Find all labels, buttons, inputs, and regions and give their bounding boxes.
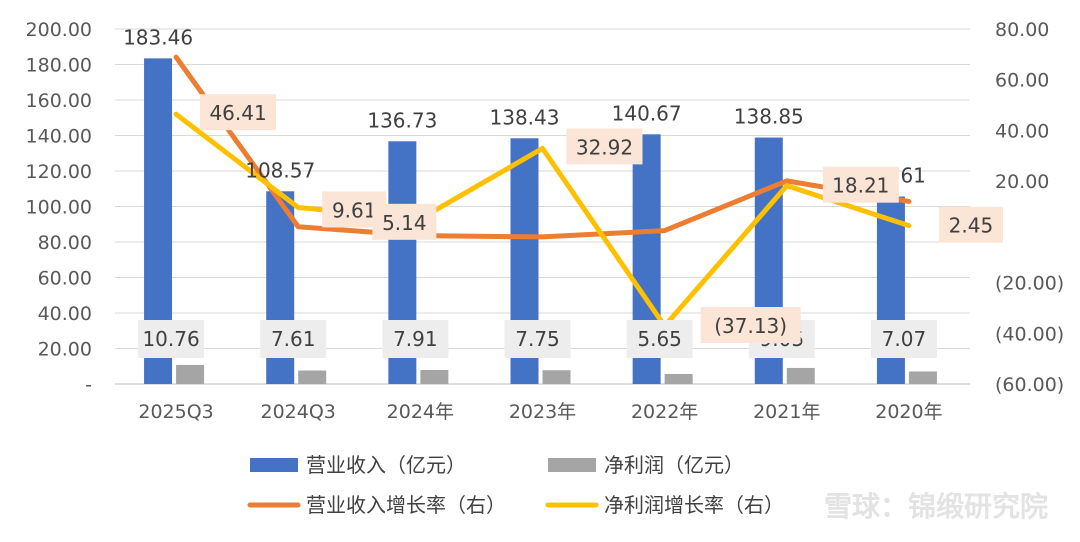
x-axis-category-label: 2023年 [509, 401, 576, 423]
left-y-axis: - 20.00 40.00 60.00 80.00 100.00 120.00 140.00 1… [26, 19, 92, 396]
net-profit-data-label: 7.91 [393, 327, 438, 351]
net-profit-data-label: 7.75 [515, 327, 560, 351]
net-profit-label-box [260, 320, 327, 358]
net-profit-growth-data-label: 46.41 [209, 101, 266, 125]
x-axis-category-label: 2025Q3 [138, 401, 213, 423]
right-axis-tick-label: 20.00 [995, 171, 1049, 193]
left-axis-tick-label: - [85, 374, 92, 396]
x-axis-category-label: 2020年 [875, 401, 942, 423]
line-series [173, 54, 912, 329]
revenue-data-label: 138.85 [734, 105, 804, 129]
left-axis-tick-label: 180.00 [26, 55, 92, 77]
revenue-data-label: 140.67 [612, 101, 682, 125]
net-profit-growth-data-label: 9.61 [332, 198, 377, 222]
revenue-data-label: 108.57 [245, 158, 315, 182]
left-axis-tick-label: 120.00 [26, 161, 92, 183]
net-profit-label-box [504, 320, 571, 358]
legend-label: 净利润（亿元） [604, 453, 744, 477]
net-profit-label-box [138, 320, 205, 358]
left-axis-tick-label: 100.00 [26, 197, 92, 219]
left-axis-tick-label: 20.00 [38, 339, 92, 361]
net-profit-bar [908, 371, 937, 384]
right-axis-tick-label: 40.00 [995, 120, 1049, 142]
net-profit-growth-data-label: 2.45 [949, 214, 994, 238]
legend-label: 营业收入（亿元） [306, 453, 466, 477]
revenue-data-label: 138.43 [490, 105, 560, 129]
revenue-data-label: 183.46 [123, 25, 193, 49]
net-profit-growth-data-label: 18.21 [832, 174, 889, 198]
net-profit-data-label: 5.65 [637, 327, 682, 351]
left-axis-tick-label: 200.00 [26, 19, 92, 41]
left-axis-tick-label: 140.00 [26, 126, 92, 148]
growth-label-box [200, 94, 277, 131]
data-labels: 183.46108.57136.73138.43140.67138.85105.… [123, 25, 1003, 358]
net-profit-bar [542, 370, 571, 384]
right-y-axis: (60.00)(40.00)(20.00)-20.0040.0060.0080.… [995, 19, 1064, 396]
net-profit-growth-data-label: 5.14 [382, 211, 427, 235]
growth-label-box [822, 166, 899, 203]
net-profit-label-box [626, 320, 693, 358]
net-profit-label-box [382, 320, 449, 358]
growth-label-box [566, 128, 643, 165]
growth-label-box [700, 307, 801, 344]
legend-swatch [250, 458, 298, 472]
right-axis-tick-label: (20.00) [995, 273, 1064, 295]
net-profit-bar [664, 373, 693, 384]
revenue-growth-line [173, 54, 912, 240]
left-axis-tick-label: 60.00 [38, 268, 92, 290]
legend-label: 净利润增长率（右） [604, 493, 784, 517]
watermark-text: 雪球：锦缎研究院 [824, 490, 1048, 523]
net-profit-label-box [870, 320, 937, 358]
net-profit-data-label: 10.76 [142, 327, 199, 351]
net-profit-bar [420, 369, 449, 384]
x-axis-category-label: 2024年 [387, 401, 454, 423]
net-profit-data-label: 7.07 [882, 327, 927, 351]
left-axis-tick-label: 40.00 [38, 303, 92, 325]
x-axis: 2025Q3 2024Q3 2024年 2023年 2022年 2021年 2020年 [138, 401, 942, 423]
right-axis-tick-label: (40.00) [995, 323, 1064, 345]
legend-swatch [548, 458, 596, 472]
right-axis-tick-label: (60.00) [995, 374, 1064, 396]
growth-label-box [372, 203, 437, 240]
left-axis-tick-label: 80.00 [38, 232, 92, 254]
net-profit-bar [298, 370, 327, 384]
net-profit-bar [786, 367, 815, 384]
net-profit-growth-data-label: (37.13) [714, 314, 787, 338]
bar-series [144, 58, 937, 385]
growth-label-box [938, 206, 1003, 243]
x-axis-category-label: 2021年 [753, 401, 820, 423]
x-axis-category-label: 2024Q3 [261, 401, 336, 423]
legend-label: 营业收入增长率（右） [306, 493, 506, 517]
right-axis-tick-label: 60.00 [995, 70, 1049, 92]
left-axis-tick-label: 160.00 [26, 90, 92, 112]
net-profit-bar [176, 364, 205, 384]
legend: 营业收入（亿元） 净利润（亿元） 营业收入增长率（右） 净利润增长率（右） [247, 453, 784, 517]
right-axis-tick-label: 80.00 [995, 19, 1049, 41]
x-axis-category-label: 2022年 [631, 401, 698, 423]
net-profit-growth-line [173, 111, 912, 329]
revenue-data-label: 136.73 [367, 108, 437, 132]
net-profit-growth-data-label: 32.92 [576, 135, 633, 159]
net-profit-data-label: 7.61 [271, 327, 316, 351]
